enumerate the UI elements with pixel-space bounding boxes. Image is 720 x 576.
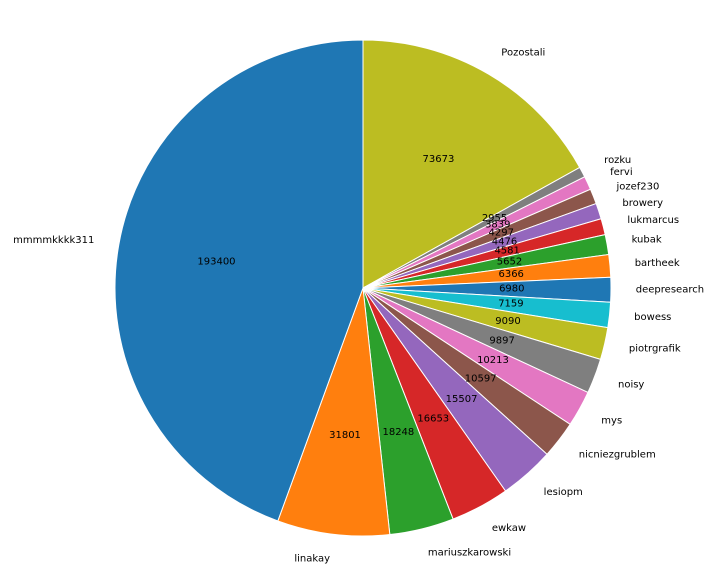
category-label-piotrgrafik: piotrgrafik — [629, 344, 681, 355]
category-label-ewkaw: ewkaw — [492, 523, 526, 534]
category-label-nicniezgrublem: nicniezgrublem — [579, 449, 656, 460]
value-label-noisy: 9897 — [489, 335, 514, 346]
value-label-mariuszkarowski: 18248 — [382, 427, 414, 438]
value-label-browery: 4476 — [492, 236, 517, 247]
category-label-bowess: bowess — [634, 312, 671, 323]
value-label-lesiopm: 15507 — [446, 394, 478, 405]
category-label-linakay: linakay — [294, 553, 330, 564]
category-label-lukmarcus: lukmarcus — [627, 215, 679, 226]
value-label-jozef230: 4297 — [489, 228, 514, 239]
category-label-kubak: kubak — [632, 235, 662, 246]
category-label-bartheek: bartheek — [635, 258, 680, 269]
category-label-noisy: noisy — [618, 379, 644, 390]
category-label-lesiopm: lesiopm — [544, 487, 583, 498]
value-label-kubak: 5652 — [497, 256, 522, 267]
category-label-mmmmkkkk311: mmmmkkkk311 — [13, 235, 94, 246]
category-label-pozostali: Pozostali — [501, 47, 545, 58]
value-label-piotrgrafik: 9090 — [495, 316, 520, 327]
category-label-deepresearch: deepresearch — [636, 284, 704, 295]
category-label-browery: browery — [622, 198, 663, 209]
value-label-ewkaw: 16653 — [417, 414, 449, 425]
value-label-bartheek: 6366 — [498, 269, 523, 280]
value-label-fervi: 3839 — [485, 219, 510, 230]
value-label-mmmmkkkk311: 193400 — [197, 257, 235, 268]
value-label-bowess: 7159 — [498, 299, 523, 310]
value-label-nicniezgrublem: 10597 — [465, 374, 497, 385]
pie-slice-linakay — [277, 287, 391, 537]
category-label-mys: mys — [601, 415, 622, 426]
value-label-mys: 10213 — [477, 355, 509, 366]
category-label-mariuszkarowski: mariuszkarowski — [428, 547, 511, 558]
value-label-linakay: 31801 — [329, 430, 361, 441]
value-label-rozku: 2955 — [482, 213, 507, 224]
pie-slices — [114, 39, 612, 537]
pie-slice-mmmmkkkk311 — [114, 39, 364, 522]
pie-slice-pozostali — [362, 39, 581, 289]
value-label-lukmarcus: 4581 — [494, 246, 519, 257]
category-label-rozku: rozku — [604, 155, 631, 166]
value-label-deepresearch: 6980 — [499, 284, 524, 295]
category-label-fervi: fervi — [610, 167, 632, 178]
category-label-jozef230: jozef230 — [615, 182, 659, 193]
value-label-pozostali: 73673 — [423, 154, 455, 165]
